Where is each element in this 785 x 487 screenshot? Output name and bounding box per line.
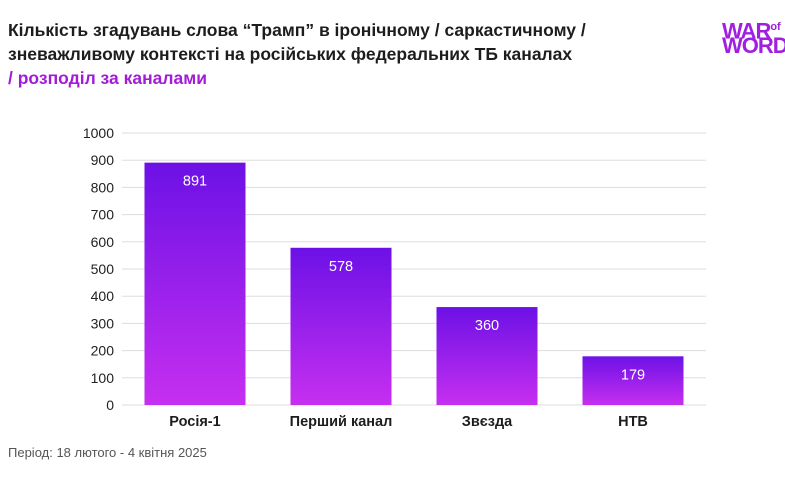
y-tick-label: 500: [91, 261, 115, 277]
x-axis-ticks: Росія-1 Перший канал Звєзда НТВ: [169, 414, 648, 430]
war-of-words-logo: WARof WORDS: [722, 16, 785, 58]
title-line-3: / розподіл за каналами: [8, 68, 207, 88]
x-tick-label: Звєзда: [462, 414, 513, 430]
logo-word-of: of: [770, 21, 781, 33]
bar-value-label: 578: [329, 259, 353, 275]
y-tick-label: 400: [91, 288, 115, 304]
period-footnote: Період: 18 лютого - 4 квітня 2025: [8, 445, 207, 460]
y-tick-label: 600: [91, 234, 115, 250]
logo-word-words: WORDS: [722, 33, 785, 58]
title-line-2: зневажливому контексті на російських фед…: [8, 44, 573, 64]
bars: [144, 162, 684, 405]
data-labels: 891 578 360 179: [183, 174, 645, 384]
y-tick-label: 800: [91, 179, 115, 195]
bar-value-label: 360: [475, 318, 499, 334]
bar-4: [582, 356, 684, 405]
bar-2: [290, 247, 392, 405]
y-axis-ticks: 0 100 200 300 400 500 600 700 800 900 1000: [83, 125, 114, 413]
bar-value-label: 179: [621, 367, 645, 383]
logo-word-war: WAR: [722, 18, 771, 44]
y-tick-label: 0: [106, 397, 114, 413]
y-tick-label: 700: [91, 207, 115, 223]
bar-value-label: 891: [183, 174, 207, 190]
x-tick-label: Перший канал: [290, 414, 393, 430]
title-line-1: Кількість згадувань слова “Трамп” в ірон…: [8, 20, 586, 40]
y-tick-label: 200: [91, 343, 115, 359]
x-tick-label: Росія-1: [169, 414, 220, 430]
bar-3: [436, 307, 538, 405]
y-tick-label: 900: [91, 152, 115, 168]
y-tick-label: 100: [91, 370, 115, 386]
x-tick-label: НТВ: [618, 414, 648, 430]
y-tick-label: 1000: [83, 125, 114, 141]
chart-title: Кількість згадувань слова “Трамп” в ірон…: [8, 18, 698, 90]
y-tick-label: 300: [91, 315, 115, 331]
bar-1: [144, 162, 246, 405]
